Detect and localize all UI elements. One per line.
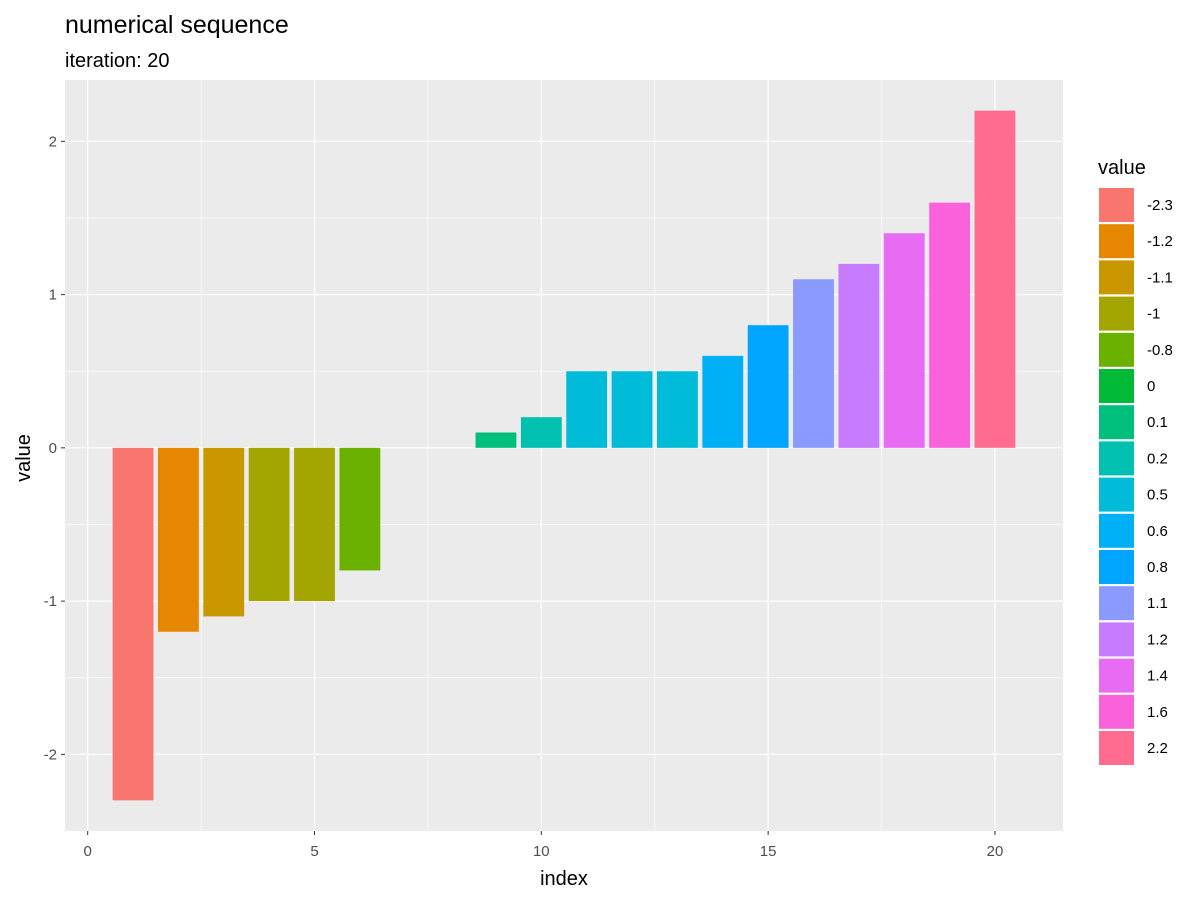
bar xyxy=(475,432,517,448)
legend-label: -1.2 xyxy=(1147,233,1173,250)
legend-label: 0.2 xyxy=(1147,450,1168,467)
bar xyxy=(747,325,789,448)
x-tick-label: 0 xyxy=(84,843,92,860)
bar xyxy=(203,447,245,617)
legend-label: 1.4 xyxy=(1147,668,1168,685)
bar xyxy=(611,371,653,448)
legend-label: -1.1 xyxy=(1147,269,1173,286)
legend-title: value xyxy=(1098,157,1146,179)
x-tick-label: 15 xyxy=(760,843,777,860)
bar xyxy=(838,263,880,448)
y-tick-label: 1 xyxy=(49,287,57,304)
x-tick-label: 10 xyxy=(533,843,550,860)
x-axis-title: index xyxy=(540,868,588,890)
chart-subtitle: iteration: 20 xyxy=(65,50,170,72)
legend-label: 1.1 xyxy=(1147,595,1168,612)
bar xyxy=(702,355,744,448)
y-tick-label: 2 xyxy=(49,133,57,150)
legend-label: 0.5 xyxy=(1147,487,1168,504)
legend-key xyxy=(1099,731,1134,765)
bar xyxy=(112,447,154,801)
bar xyxy=(929,202,971,448)
legend-label: -0.8 xyxy=(1147,342,1173,359)
chart-title: numerical sequence xyxy=(65,11,289,39)
legend-key xyxy=(1099,369,1134,403)
legend-label: 0.8 xyxy=(1147,559,1168,576)
legend-label: 1.6 xyxy=(1147,704,1168,721)
bar xyxy=(656,371,698,448)
x-axis: 0 5 10 15 20 xyxy=(84,831,1004,860)
bar xyxy=(157,447,199,632)
bar xyxy=(339,447,381,571)
bar xyxy=(883,233,925,448)
legend-label: 2.2 xyxy=(1147,740,1168,757)
legend-key xyxy=(1099,224,1134,259)
y-axis-title: value xyxy=(13,434,35,482)
bar xyxy=(566,371,608,448)
legend: value -2.3 -1.2 -1.1 -1 -0.8 0 0.1 0.2 0.5 0.6 0.8… xyxy=(1098,157,1173,765)
legend-label: -1 xyxy=(1147,306,1160,323)
bar xyxy=(294,447,335,602)
bar xyxy=(520,417,562,448)
legend-key xyxy=(1099,332,1134,367)
legend-label: -2.3 xyxy=(1147,197,1173,214)
y-tick-label: -2 xyxy=(44,746,57,763)
legend-key xyxy=(1099,513,1134,548)
bar xyxy=(248,447,290,602)
bar xyxy=(793,279,834,448)
legend-key xyxy=(1099,477,1134,512)
legend-key xyxy=(1099,296,1134,331)
y-tick-label: -1 xyxy=(44,593,57,610)
bars-group xyxy=(112,110,1016,801)
x-tick-label: 5 xyxy=(310,843,318,860)
legend-label: 0 xyxy=(1147,378,1155,395)
legend-key xyxy=(1099,694,1134,729)
legend-key xyxy=(1099,260,1134,295)
legend-label: 1.2 xyxy=(1147,631,1168,648)
y-axis: -2 -1 0 1 2 xyxy=(44,133,65,763)
bar xyxy=(974,110,1016,448)
y-tick-label: 0 xyxy=(49,440,57,457)
legend-key xyxy=(1099,658,1134,693)
legend-key xyxy=(1099,622,1134,657)
legend-label: 0.1 xyxy=(1147,414,1168,431)
legend-key xyxy=(1099,405,1134,440)
x-tick-label: 20 xyxy=(987,843,1004,860)
legend-key xyxy=(1099,188,1134,222)
legend-label: 0.6 xyxy=(1147,523,1168,540)
legend-key xyxy=(1099,550,1134,584)
legend-key xyxy=(1099,441,1134,476)
legend-key xyxy=(1099,586,1134,621)
